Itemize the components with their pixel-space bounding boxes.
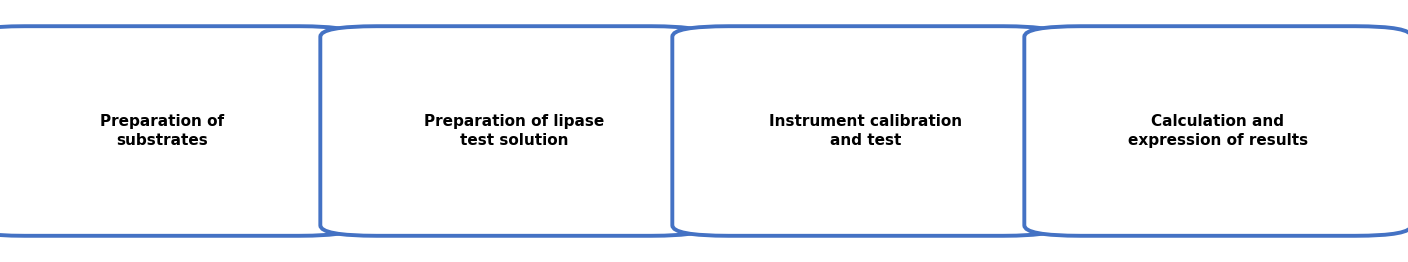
- FancyBboxPatch shape: [673, 26, 1060, 236]
- FancyBboxPatch shape: [0, 26, 355, 236]
- FancyBboxPatch shape: [1024, 26, 1408, 236]
- Text: Instrument calibration
and test: Instrument calibration and test: [769, 114, 963, 148]
- Text: Preparation of
substrates: Preparation of substrates: [100, 114, 224, 148]
- Text: Preparation of lipase
test solution: Preparation of lipase test solution: [424, 114, 604, 148]
- Polygon shape: [321, 79, 408, 183]
- Text: Calculation and
expression of results: Calculation and expression of results: [1128, 114, 1308, 148]
- FancyBboxPatch shape: [320, 26, 707, 236]
- Polygon shape: [1025, 79, 1112, 183]
- Polygon shape: [673, 79, 760, 183]
